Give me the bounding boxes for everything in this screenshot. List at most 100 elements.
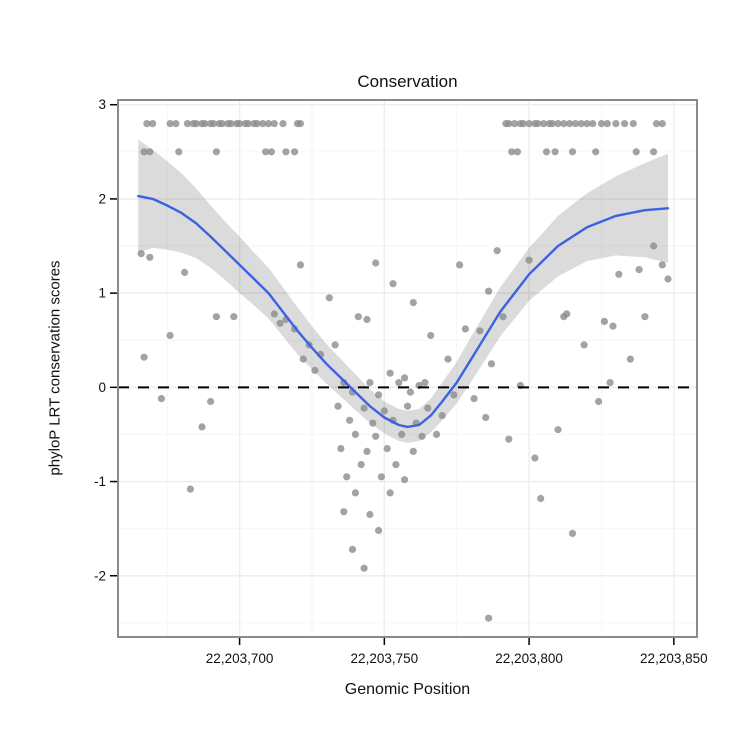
data-point (424, 404, 432, 412)
data-point (137, 250, 145, 258)
data-point (357, 461, 365, 469)
data-point (505, 435, 513, 443)
data-point (508, 148, 516, 156)
data-point (392, 461, 400, 469)
data-point (531, 454, 539, 462)
data-point (351, 430, 359, 438)
data-point (209, 120, 218, 128)
data-point (186, 485, 194, 493)
data-point (554, 120, 562, 128)
data-point (389, 280, 397, 288)
data-point (650, 242, 658, 250)
data-point (172, 120, 180, 128)
data-point (482, 413, 490, 422)
data-point (609, 322, 617, 330)
data-point (366, 510, 374, 519)
gridlines-minor (118, 100, 697, 637)
data-point (409, 299, 417, 307)
data-point (192, 120, 200, 128)
data-point (253, 120, 261, 128)
x-tick-label: 22,203,700 (206, 651, 274, 666)
data-point (566, 120, 574, 128)
y-tick-label: -2 (94, 568, 106, 583)
data-point (525, 256, 533, 264)
data-point (406, 388, 414, 396)
data-point (343, 473, 351, 481)
data-point (456, 261, 464, 269)
data-point (198, 423, 206, 431)
data-point (534, 120, 542, 128)
data-point (476, 327, 484, 335)
data-point (276, 319, 284, 327)
data-point (461, 325, 469, 333)
data-point (262, 148, 270, 156)
data-point (334, 402, 342, 410)
data-point (270, 310, 278, 318)
y-tick-label: 3 (98, 97, 106, 112)
data-point (264, 120, 273, 128)
data-point (409, 447, 417, 455)
data-point (664, 275, 672, 283)
x-axis-label: Genomic Position (344, 681, 471, 698)
data-point (525, 120, 533, 128)
data-point (560, 120, 568, 128)
data-point (143, 120, 151, 128)
data-point (432, 430, 441, 438)
data-point (140, 353, 148, 361)
data-point (337, 445, 345, 453)
y-tick-label: 0 (98, 380, 106, 395)
data-point (175, 148, 183, 156)
scatter-points (137, 120, 672, 622)
data-point (418, 432, 426, 440)
data-point (652, 120, 661, 128)
data-point (568, 529, 577, 538)
x-tick-label: 22,203,850 (640, 651, 708, 666)
data-point (612, 120, 620, 128)
data-point (395, 379, 403, 387)
data-point (595, 397, 603, 406)
axes: 22,203,700 22,203,750 22,203,800 22,203,850… (94, 97, 708, 666)
data-point (499, 313, 507, 321)
data-point (568, 148, 577, 156)
data-point (510, 120, 519, 128)
data-point (635, 266, 643, 274)
data-point (621, 120, 629, 128)
data-point (563, 310, 571, 318)
data-point (505, 120, 513, 128)
x-tick-label: 22,203,750 (351, 651, 419, 666)
data-point (421, 379, 429, 387)
data-point (351, 489, 359, 497)
data-point (615, 270, 623, 278)
data-point (340, 508, 348, 516)
data-point (157, 395, 165, 403)
data-point (181, 268, 189, 276)
data-point (401, 476, 409, 484)
data-point (146, 148, 154, 156)
data-point (444, 355, 452, 363)
data-point (383, 445, 391, 453)
data-point (372, 259, 380, 267)
data-point (212, 313, 220, 321)
data-point (438, 412, 446, 420)
data-point (267, 148, 275, 156)
data-point (244, 120, 252, 128)
data-point (537, 494, 545, 503)
data-point (369, 419, 377, 427)
data-point (658, 120, 666, 128)
data-point (485, 614, 493, 622)
data-point (348, 545, 357, 554)
y-tick-label: 1 (98, 286, 106, 301)
data-point (149, 120, 157, 128)
data-point (296, 120, 304, 128)
data-point (632, 148, 640, 156)
data-point (259, 120, 267, 128)
data-point (311, 366, 319, 374)
data-point (540, 120, 548, 128)
data-point (279, 120, 287, 128)
y-tick-label: -1 (94, 474, 106, 489)
data-point (291, 148, 299, 156)
confidence-band (138, 139, 669, 443)
data-point (551, 148, 559, 156)
data-point (450, 391, 458, 399)
